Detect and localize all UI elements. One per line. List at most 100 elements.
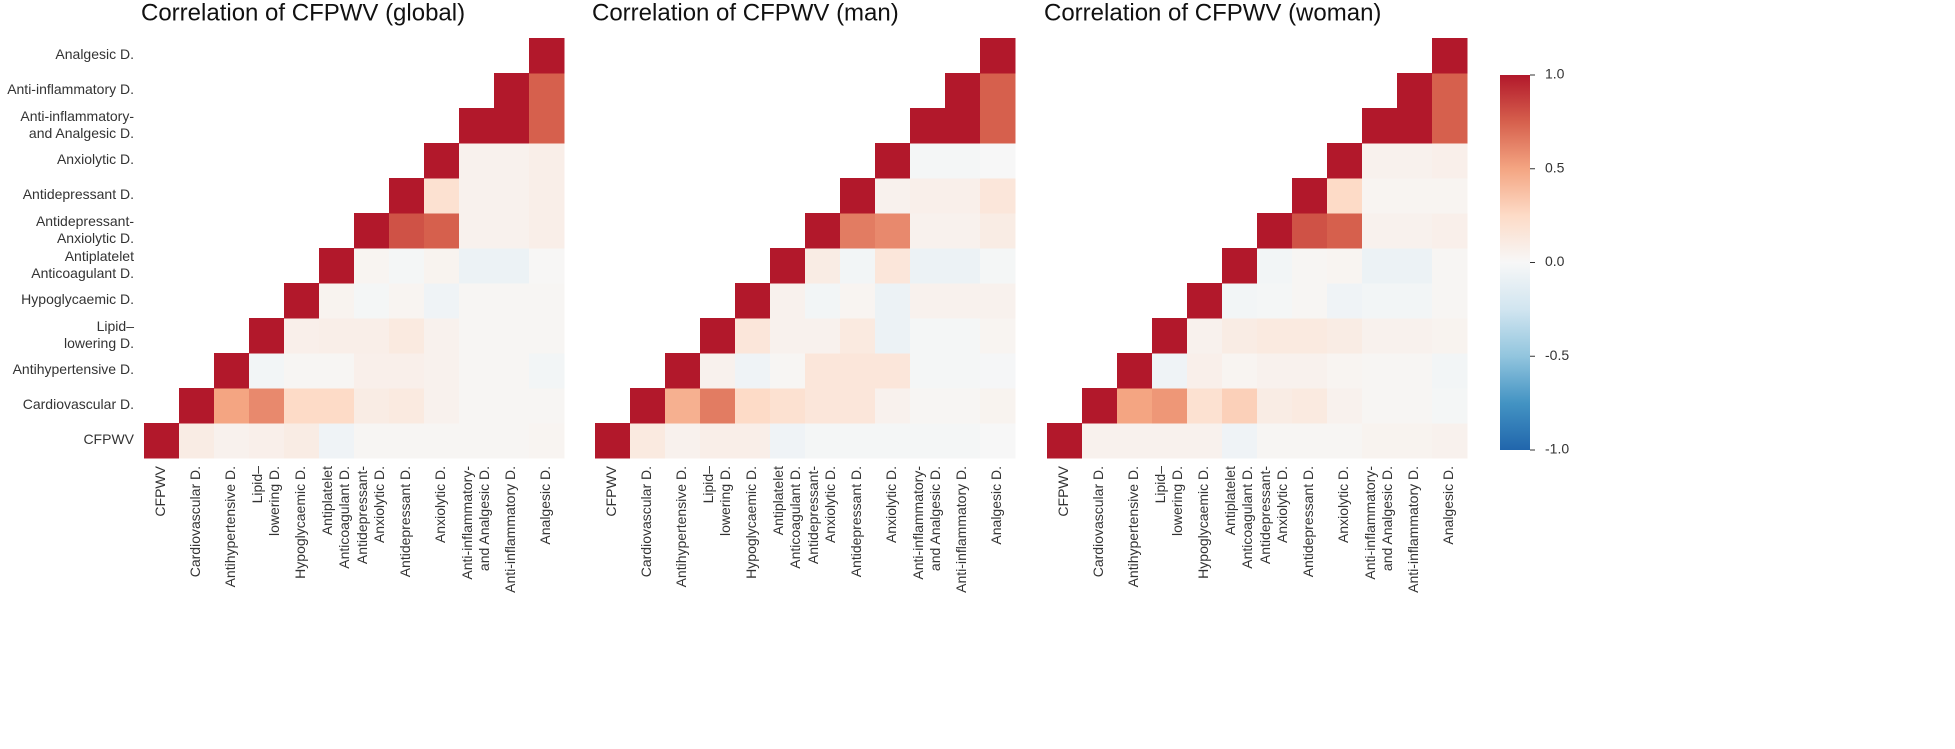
heatmap-cell <box>840 283 876 319</box>
heatmap-cell <box>1082 423 1118 459</box>
heatmap-cell <box>700 388 736 424</box>
heatmap-cell <box>910 353 946 389</box>
heatmap-cell <box>1432 73 1468 109</box>
y-tick-label: Antiplatelet Anticoagulant D. <box>31 248 134 281</box>
heatmap-cell <box>319 283 355 319</box>
heatmap-cell <box>319 423 355 459</box>
heatmap-cell <box>805 248 841 284</box>
heatmap-cell <box>529 143 565 179</box>
heatmap-cell <box>875 318 911 354</box>
heatmap-cell <box>494 248 530 284</box>
heatmap-cell <box>354 353 390 389</box>
heatmap-cell <box>1257 353 1293 389</box>
heatmap-cell <box>494 213 530 249</box>
heatmap-cell <box>529 178 565 214</box>
heatmap-cell <box>945 108 981 144</box>
x-tick-label: Hypoglycaemic D. <box>1195 466 1211 579</box>
heatmap-cell <box>1117 353 1153 389</box>
x-tick-label: CFPWV <box>1055 465 1071 516</box>
heatmap-cell <box>284 388 320 424</box>
heatmap-cell <box>665 353 701 389</box>
heatmap-cell <box>1292 388 1328 424</box>
heatmap-cell <box>494 178 530 214</box>
heatmap-cell <box>389 248 425 284</box>
heatmap-cell <box>1432 213 1468 249</box>
x-tick-label: Anti-inflammatory-and Analgesic D. <box>459 466 492 580</box>
heatmap-cell <box>354 283 390 319</box>
heatmap-cell <box>1327 388 1363 424</box>
heatmap-cell <box>1362 283 1398 319</box>
x-tick-label: CFPWV <box>603 465 619 516</box>
x-tick-label: Hypoglycaemic D. <box>743 466 759 579</box>
heatmap-cell <box>424 423 460 459</box>
heatmap-cell <box>424 213 460 249</box>
heatmap-cell <box>980 73 1016 109</box>
x-tick-label: Anti-inflammatory-and Analgesic D. <box>910 466 943 580</box>
heatmap-cell <box>1327 178 1363 214</box>
heatmap-cell <box>735 353 771 389</box>
heatmap-cell <box>700 353 736 389</box>
heatmap-cell <box>980 143 1016 179</box>
heatmap-cell <box>735 283 771 319</box>
heatmap-cell <box>529 283 565 319</box>
x-tick-label: AntiplateletAnticoagulant D. <box>1222 466 1255 569</box>
heatmap-cell <box>945 143 981 179</box>
heatmap-cell <box>980 318 1016 354</box>
x-tick-label: Anxiolytic D. <box>883 466 899 543</box>
heatmap-cell <box>1222 248 1258 284</box>
heatmap-cell <box>980 423 1016 459</box>
heatmap-cell <box>494 283 530 319</box>
heatmap-cell <box>840 178 876 214</box>
heatmap-cell <box>840 318 876 354</box>
heatmap-cell <box>980 108 1016 144</box>
heatmap-cell <box>735 423 771 459</box>
heatmap-cell <box>494 423 530 459</box>
heatmap-cell <box>945 178 981 214</box>
heatmap-cell <box>354 388 390 424</box>
heatmap-cell <box>945 423 981 459</box>
heatmap-cell <box>1292 248 1328 284</box>
x-tick-label: Antidepressant-Anxiolytic D. <box>354 466 387 564</box>
colorbar-tick-label: 0.0 <box>1545 253 1565 269</box>
heatmap-cell <box>735 318 771 354</box>
heatmap-cell <box>1257 423 1293 459</box>
heatmap-cell <box>1292 318 1328 354</box>
heatmap-cell <box>770 248 806 284</box>
heatmap-cell <box>1327 353 1363 389</box>
heatmap-cell <box>945 248 981 284</box>
heatmap-cell <box>214 353 250 389</box>
heatmap-cell <box>459 178 495 214</box>
heatmap-cell <box>1362 423 1398 459</box>
heatmap-cell <box>389 423 425 459</box>
heatmap-cell <box>840 423 876 459</box>
colorbar-tick-label: 0.5 <box>1545 159 1565 175</box>
heatmap-cell <box>1397 143 1433 179</box>
heatmap-cell <box>910 423 946 459</box>
x-tick-label: Anti-inflammatory-and Analgesic D. <box>1362 466 1395 580</box>
heatmap-cell <box>840 353 876 389</box>
heatmap-cell <box>459 108 495 144</box>
chart-title: Correlation of CFPWV (woman) <box>1044 0 1381 26</box>
heatmap-cell <box>805 423 841 459</box>
y-tick-label: Anti-inflammatory D. <box>7 81 134 97</box>
heatmap-cell <box>1257 388 1293 424</box>
heatmap-cell <box>1432 108 1468 144</box>
heatmap-cell <box>1397 423 1433 459</box>
x-tick-label: AntiplateletAnticoagulant D. <box>770 466 803 569</box>
heatmap-cell <box>875 283 911 319</box>
x-tick-label: Anti-inflammatory D. <box>502 466 518 593</box>
heatmap-cell <box>424 353 460 389</box>
heatmap-cell <box>980 353 1016 389</box>
x-tick-label: Antidepressant-Anxiolytic D. <box>805 466 838 564</box>
heatmap-cell <box>424 318 460 354</box>
x-tick-label: Anxiolytic D. <box>432 466 448 543</box>
heatmap-cell <box>945 388 981 424</box>
heatmap-cell <box>805 318 841 354</box>
heatmap-cell <box>630 388 666 424</box>
heatmap-cell <box>249 423 285 459</box>
heatmap-cell <box>424 248 460 284</box>
heatmap-cell <box>1397 248 1433 284</box>
heatmap-cell <box>910 213 946 249</box>
